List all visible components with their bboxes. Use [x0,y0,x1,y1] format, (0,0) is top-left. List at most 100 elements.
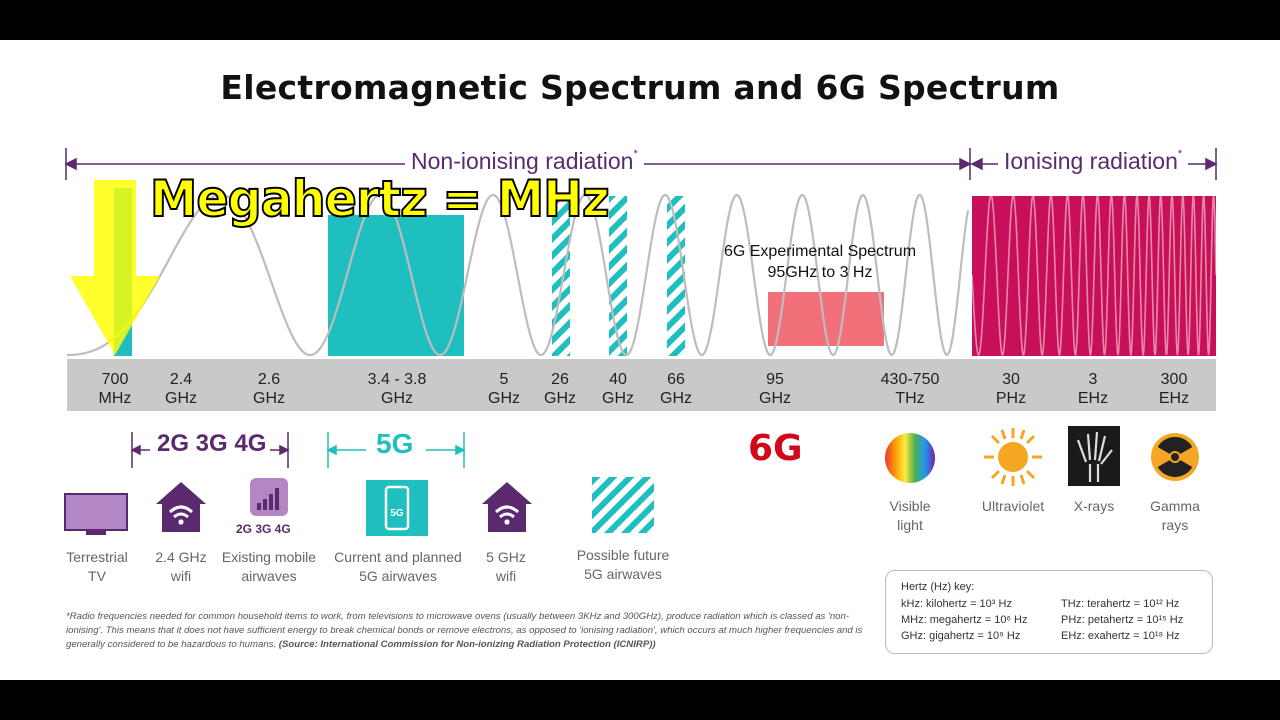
caption-5g-future: Possible future 5G airwaves [563,546,683,584]
frequency-label: 2.6 GHz [219,370,319,408]
hertz-key-item: MHz: megahertz = 10⁶ Hz [901,614,1028,626]
caption-line: wifi [170,568,192,584]
hertz-key-title: Hertz (Hz) key: [901,581,975,593]
wave-line [67,193,970,357]
non-ionising-text: Non-ionising radiation [411,148,634,174]
frequency-label: 3.4 - 3.8 GHz [347,370,447,408]
ionising-text: Ionising radiation [1004,148,1178,174]
ionising-wave-line [972,196,1216,356]
footnote-marker: * [633,148,638,160]
caption-line: 2.4 GHz [155,549,207,565]
ionising-label: Ionising radiation* [998,148,1189,175]
gen5-arrow [326,432,466,468]
frequency-value: 66 [667,371,685,388]
caption-line: 5G airwaves [359,568,437,584]
footnote-marker: * [1177,148,1183,160]
hertz-key-item: EHz: exahertz = 10¹⁸ Hz [1061,630,1180,642]
phone-badge: 5G [390,508,404,519]
frequency-label: 430-750 THz [860,370,960,408]
sun-icon [984,428,1042,486]
caption-mobile: Existing mobile airwaves [210,548,328,586]
caption-line: Visible [889,498,931,514]
caption-visible: Visible light [870,497,950,535]
frequency-unit: MHz [98,390,132,407]
gen234-label: 2G 3G 4G [157,430,267,457]
band-5g-block [328,215,464,356]
gen6-label: 6G [748,428,803,469]
caption-line: airwaves [241,568,297,584]
caption-line: Existing mobile [221,549,317,565]
footnote-source: (Source: International Commission for No… [278,639,656,650]
wifi-house-icon [156,482,206,532]
experimental-label: 6G Experimental Spectrum 95GHz to 3 Hz [700,241,940,283]
frequency-unit: GHz [488,390,520,407]
hertz-key-item: GHz: gigahertz = 10⁹ Hz [901,630,1021,642]
experimental-title: 6G Experimental Spectrum [723,243,917,260]
small-gen-label: 2G 3G 4G [236,522,291,536]
frequency-label: 95 GHz [725,370,825,408]
band-40ghz-stripes [609,196,627,356]
frequency-value: 2.4 [169,371,193,388]
frequency-label: 700 MHz [65,370,165,408]
frequency-value: 300 [1160,371,1188,388]
xray-hand-icon [1068,426,1120,486]
spectrum-graphic [64,148,1218,468]
caption-tv: Terrestrial TV [47,548,147,586]
frequency-label: 3 EHz [1043,370,1143,408]
caption-line: Gamma [1150,498,1200,514]
frequency-value: 5 [499,371,509,388]
frequency-unit: GHz [660,390,692,407]
footnote: *Radio frequencies needed for common hou… [66,610,866,652]
frequency-label: 40 GHz [568,370,668,408]
down-arrow-icon [70,180,160,355]
wifi-house-icon [482,482,532,532]
caption-line: wifi [495,568,517,584]
striped-square-icon [592,477,654,533]
caption-line: Current and planned [334,549,462,565]
rainbow-circle-icon [885,433,935,483]
frequency-unit: EHz [1077,390,1109,407]
caption-line: Ultraviolet [981,498,1045,514]
infographic: Electromagnetic Spectrum and 6G Spectrum [0,40,1280,680]
caption-line: Possible future [576,547,670,563]
caption-xray: X-rays [1054,497,1134,516]
frequency-value: 430-750 [880,371,940,388]
frequency-value: 40 [609,371,627,388]
gen234-arrow [130,432,290,468]
frequency-label: 300 EHz [1124,370,1224,408]
frequency-value: 95 [766,371,784,388]
radiation-icon [1151,433,1199,481]
caption-line: 5G airwaves [584,566,662,582]
non-ionising-label: Non-ionising radiation* [405,148,644,175]
hertz-key-item: PHz: petahertz = 10¹⁵ Hz [1061,614,1184,626]
hertz-key-item: kHz: kilohertz = 10³ Hz [901,598,1012,610]
frequency-value: 3 [1088,371,1098,388]
frequency-unit: GHz [544,390,576,407]
frequency-value: 3.4 - 3.8 [367,371,427,388]
page-title: Electromagnetic Spectrum and 6G Spectrum [220,68,1060,107]
frequency-label: 2.4 GHz [131,370,231,408]
hertz-key-item: THz: terahertz = 10¹² Hz [1061,598,1180,610]
hertz-key: Hertz (Hz) key: kHz: kilohertz = 10³ Hz … [885,570,1213,654]
frequency-unit: GHz [381,390,413,407]
caption-wifi5: 5 GHz wifi [456,548,556,586]
frequency-value: 26 [551,371,569,388]
caption-uv: Ultraviolet [967,497,1059,516]
frequency-unit: PHz [995,390,1027,407]
caption-line: rays [1161,517,1189,533]
caption-line: 5 GHz [486,549,526,565]
frequency-value: 2.6 [257,371,281,388]
experimental-range: 95GHz to 3 Hz [767,264,873,281]
megahertz-overlay: Megahertz = MHz [149,169,610,229]
caption-5g-current: Current and planned 5G airwaves [326,548,470,586]
frequency-band [67,359,1216,411]
band-66ghz-stripes [667,196,685,356]
frequency-unit: GHz [165,390,197,407]
caption-gamma: Gamma rays [1135,497,1215,535]
caption-line: TV [88,568,106,584]
phone-5g-icon: 5G [366,480,428,536]
frequency-unit: THz [895,390,925,407]
frequency-unit: GHz [253,390,285,407]
frequency-unit: EHz [1158,390,1190,407]
caption-line: X-rays [1073,498,1115,514]
